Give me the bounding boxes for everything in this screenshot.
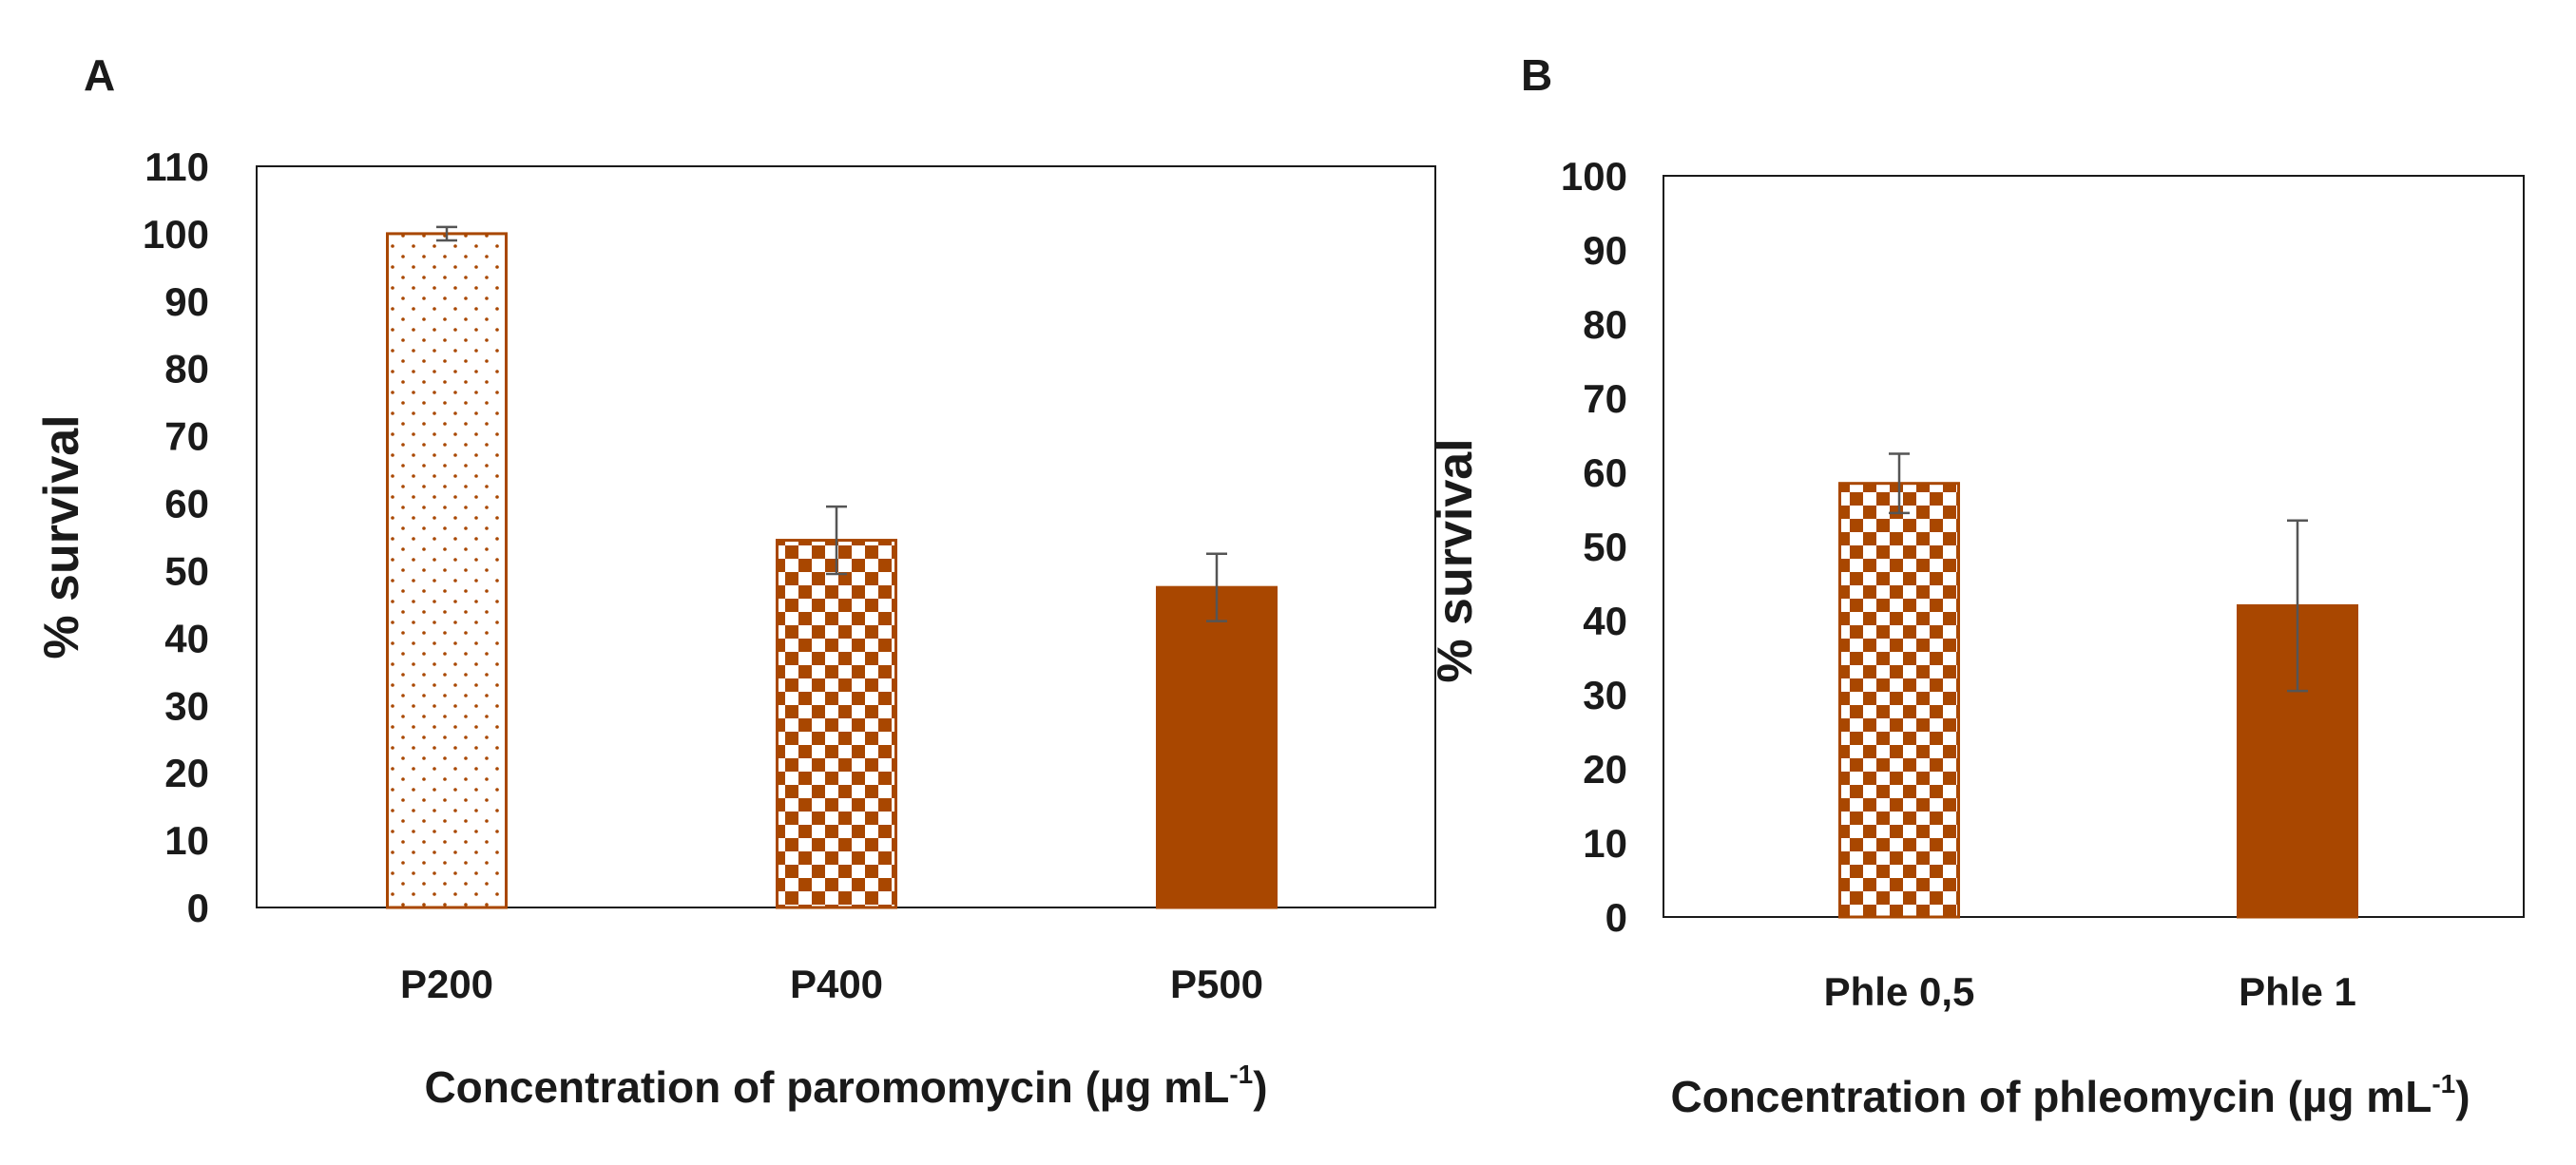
category-label-b-1: Phle 1 [2239,969,2356,1014]
x-axis-title-b-sup: -1 [2432,1069,2455,1098]
bar-a-0 [386,232,508,909]
bar-a-1 [776,539,897,909]
y-tick-label-a-6: 60 [164,482,209,526]
x-axis-title-b: Concentration of phleomycin (µg mL-1) [1670,1069,2470,1121]
y-tick-label-b-10: 100 [1561,154,1627,199]
x-axis-title-a-suffix: ) [1253,1062,1267,1112]
panel-label-b: B [1521,50,1552,100]
error-bar-a-2 [1206,552,1227,622]
y-axis-title-b: % survival [1428,438,1483,682]
y-tick-label-a-2: 20 [164,751,209,795]
y-tick-label-b-0: 0 [1605,895,1627,940]
y-tick-label-b-7: 70 [1583,376,1627,421]
category-label-a-0: P200 [400,962,493,1006]
y-tick-label-a-1: 10 [164,818,209,863]
y-tick-label-b-8: 80 [1583,302,1627,347]
y-tick-label-b-3: 30 [1583,673,1627,717]
y-tick-label-b-6: 60 [1583,450,1627,495]
error-bar-b-1 [2287,519,2308,693]
y-tick-label-b-1: 10 [1583,821,1627,866]
category-labels-a: P200 P400 P500 [400,962,1263,1006]
plot-area-b [1663,175,2525,918]
x-axis-title-a: Concentration of paromomycin (µg mL-1) [424,1060,1267,1112]
x-axis-title-b-main: Concentration of phleomycin (µg mL [1670,1072,2432,1121]
y-tick-label-a-4: 40 [164,616,209,660]
y-tick-label-b-2: 20 [1583,747,1627,792]
y-tick-label-a-8: 80 [164,347,209,392]
bars-b [1838,452,2358,919]
y-tick-label-b-9: 90 [1583,228,1627,273]
y-tick-label-a-7: 70 [164,414,209,459]
y-tick-label-a-5: 50 [164,548,209,593]
bars-a [386,225,1278,909]
error-bar-a-1 [826,505,847,576]
x-axis-title-a-sup: -1 [1229,1060,1253,1089]
x-axis-title-b-suffix: ) [2455,1072,2470,1121]
bar-b-0 [1838,482,1960,919]
y-tick-label-b-5: 50 [1583,525,1627,569]
y-tick-labels-a: 0 10 20 30 40 50 60 70 80 90 100 110 [143,144,209,930]
panel-label-a: A [84,50,115,100]
error-bar-a-0 [436,225,457,242]
y-tick-label-b-4: 40 [1583,599,1627,643]
category-label-a-2: P500 [1170,962,1263,1006]
y-tick-label-a-3: 30 [164,683,209,728]
x-axis-title-a-main: Concentration of paromomycin (µg mL [424,1062,1229,1112]
category-labels-b: Phle 0,5 Phle 1 [1824,969,2356,1014]
y-tick-labels-b: 0 10 20 30 40 50 60 70 80 90 100 [1561,154,1627,940]
category-label-b-0: Phle 0,5 [1824,969,1975,1014]
error-bar-b-0 [1889,452,1910,515]
chart-panel-a: A 0 10 20 30 40 50 60 70 80 90 100 110 P200 P400 P500… [34,50,1436,1112]
y-tick-label-a-11: 110 [144,144,209,189]
category-label-a-1: P400 [790,962,883,1006]
y-tick-label-a-9: 90 [164,279,209,324]
bar-a-2 [1156,585,1278,909]
y-tick-label-a-10: 100 [143,212,209,257]
y-axis-title-a: % survival [34,414,89,659]
y-tick-label-a-0: 0 [187,886,209,930]
